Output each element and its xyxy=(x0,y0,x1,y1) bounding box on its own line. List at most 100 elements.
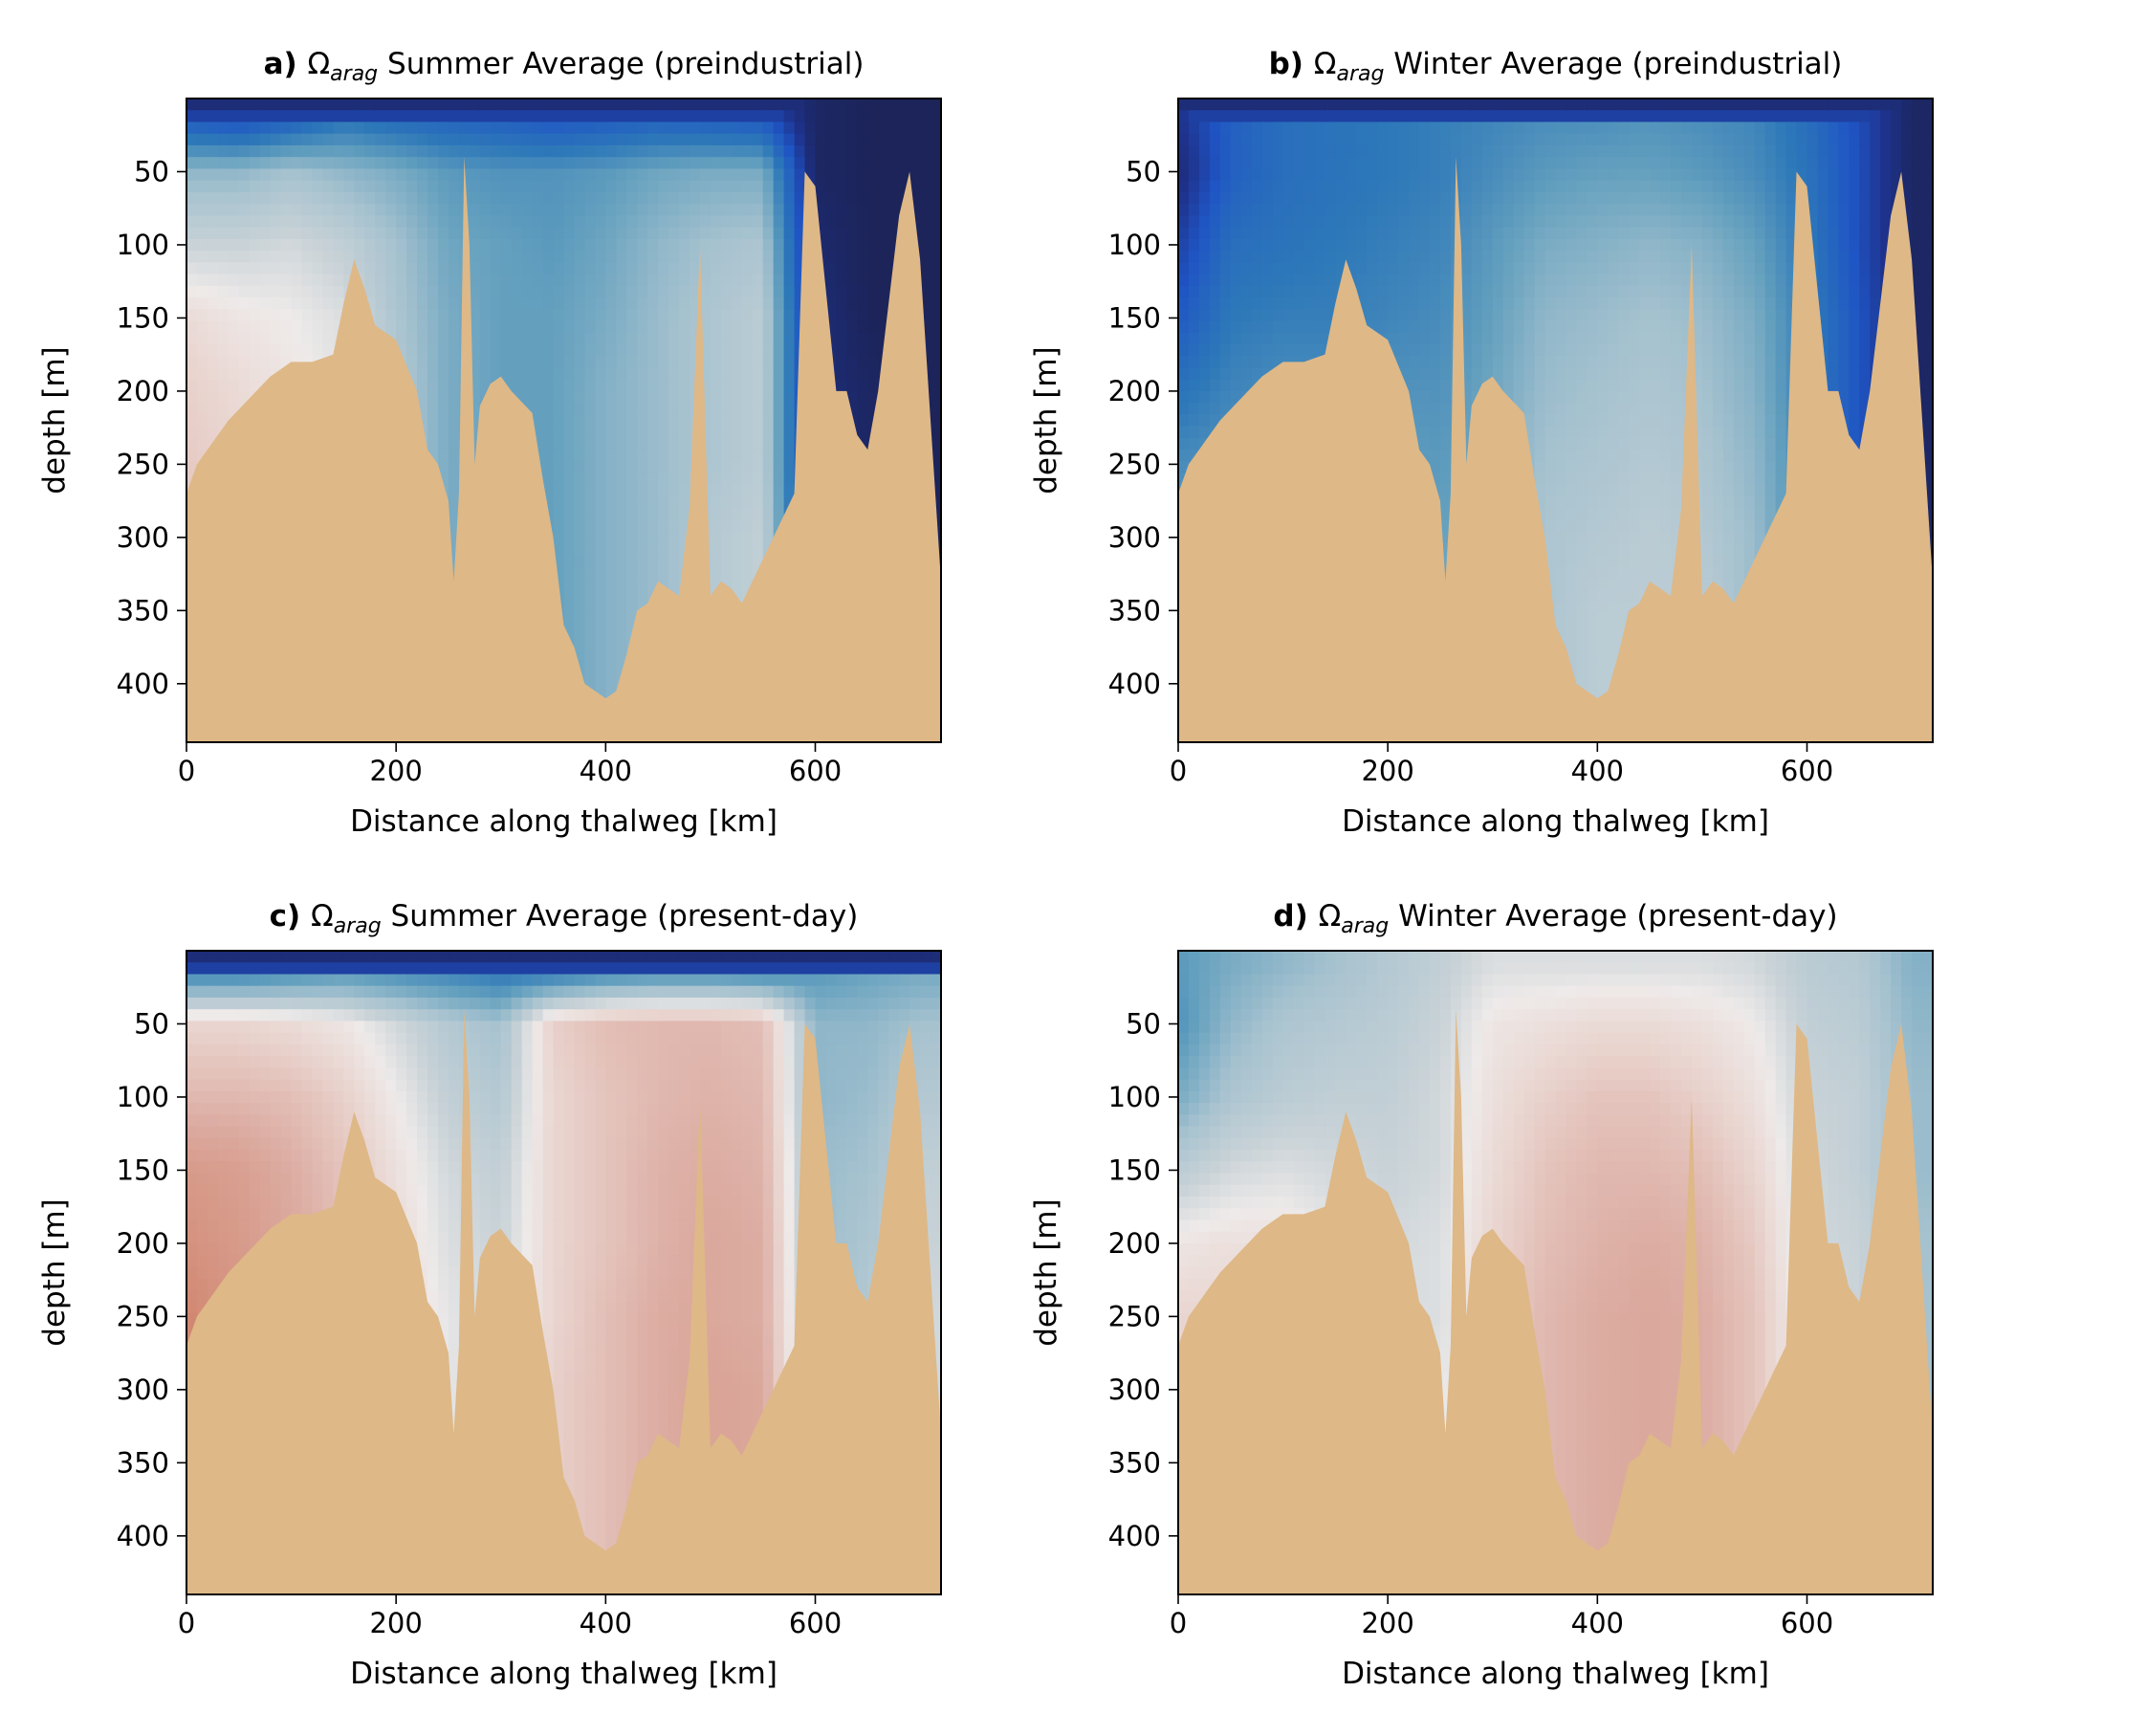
heatmap-cell xyxy=(721,262,733,275)
heatmap-cell xyxy=(406,110,418,122)
heatmap-cell xyxy=(1367,192,1378,205)
heatmap-cell xyxy=(313,297,324,310)
heatmap-cell xyxy=(564,275,576,287)
heatmap-cell xyxy=(763,181,775,193)
heatmap-cell xyxy=(1199,134,1211,146)
heatmap-cell xyxy=(512,192,523,205)
heatmap-cell xyxy=(637,485,648,497)
heatmap-cell xyxy=(1283,121,1295,134)
heatmap-cell xyxy=(774,473,785,486)
heatmap-cell xyxy=(595,403,606,415)
heatmap-cell xyxy=(753,262,764,275)
heatmap-cell xyxy=(512,168,523,181)
heatmap-cell xyxy=(878,145,889,158)
heatmap-cell xyxy=(197,286,208,298)
heatmap-cell xyxy=(250,367,261,380)
heatmap-cell xyxy=(522,204,534,216)
heatmap-cell xyxy=(1304,215,1316,228)
heatmap-cell xyxy=(605,99,617,111)
heatmap-cell xyxy=(427,228,439,240)
heatmap-cell xyxy=(197,391,208,404)
heatmap-cell xyxy=(637,461,648,473)
heatmap-cell xyxy=(554,356,565,368)
heatmap-cell xyxy=(229,239,240,252)
heatmap-cell xyxy=(417,99,428,111)
heatmap-cell xyxy=(427,356,439,368)
heatmap-cell xyxy=(427,168,439,181)
heatmap-cell xyxy=(271,297,282,310)
heatmap-cell xyxy=(343,145,355,158)
heatmap-cell xyxy=(605,262,617,275)
heatmap-cell xyxy=(417,262,428,275)
heatmap-cell xyxy=(774,110,785,122)
heatmap-cell xyxy=(322,121,334,134)
heatmap-cell xyxy=(774,168,785,181)
y-tick-label: 300 xyxy=(117,521,169,554)
heatmap-cell xyxy=(186,110,198,122)
heatmap-cell xyxy=(292,121,303,134)
heatmap-cell xyxy=(1304,192,1316,205)
heatmap-cell xyxy=(186,121,198,134)
heatmap-cell xyxy=(1178,367,1190,380)
heatmap-cell xyxy=(899,134,910,146)
heatmap-cell xyxy=(322,297,334,310)
heatmap-cell xyxy=(574,367,585,380)
heatmap-cell xyxy=(229,99,240,111)
heatmap-cell xyxy=(784,473,796,486)
heatmap-cell xyxy=(616,99,627,111)
heatmap-cell xyxy=(491,204,502,216)
heatmap-cell xyxy=(239,333,251,345)
heatmap-cell xyxy=(271,99,282,111)
heatmap-cell xyxy=(1367,204,1378,216)
heatmap-cell xyxy=(836,215,847,228)
heatmap-cell xyxy=(480,168,492,181)
heatmap-cell xyxy=(679,239,690,252)
heatmap-cell xyxy=(878,157,889,169)
heatmap-cell xyxy=(449,380,460,392)
heatmap-cell xyxy=(1304,99,1316,111)
heatmap-cell xyxy=(396,110,407,122)
heatmap-cell xyxy=(753,228,764,240)
heatmap-cell xyxy=(229,391,240,404)
heatmap-cell xyxy=(1283,110,1295,122)
heatmap-cell xyxy=(396,121,407,134)
heatmap-cell xyxy=(470,215,481,228)
heatmap-cell xyxy=(690,121,701,134)
heatmap-cell xyxy=(375,215,386,228)
heatmap-cell xyxy=(564,496,576,509)
heatmap-cell xyxy=(438,275,449,287)
heatmap-cell xyxy=(647,566,659,579)
heatmap-cell xyxy=(271,356,282,368)
heatmap-cell xyxy=(825,110,837,122)
heatmap-cell xyxy=(313,239,324,252)
heatmap-cell xyxy=(679,134,690,146)
heatmap-cell xyxy=(449,99,460,111)
heatmap-cell xyxy=(846,320,858,333)
heatmap-cell xyxy=(668,286,680,298)
heatmap-cell xyxy=(784,485,796,497)
heatmap-cell xyxy=(931,367,942,380)
heatmap-cell xyxy=(721,414,733,427)
heatmap-cell xyxy=(1325,145,1336,158)
heatmap-cell xyxy=(554,192,565,205)
heatmap-cell xyxy=(658,275,669,287)
heatmap-cell xyxy=(711,356,722,368)
heatmap-cell xyxy=(1262,239,1274,252)
heatmap-cell xyxy=(753,239,764,252)
heatmap-cell xyxy=(647,380,659,392)
heatmap-cell xyxy=(721,532,733,544)
heatmap-cell xyxy=(470,286,481,298)
heatmap-cell xyxy=(1294,168,1305,181)
heatmap-cell xyxy=(825,192,837,205)
heatmap-cell xyxy=(700,110,712,122)
heatmap-cell xyxy=(857,134,868,146)
heatmap-cell xyxy=(668,367,680,380)
heatmap-cell xyxy=(763,309,775,321)
heatmap-cell xyxy=(1356,215,1368,228)
heatmap-cell xyxy=(679,275,690,287)
heatmap-cell xyxy=(1252,204,1263,216)
heatmap-cell xyxy=(616,555,627,567)
heatmap-cell xyxy=(574,508,585,520)
heatmap-cell xyxy=(816,157,827,169)
heatmap-cell xyxy=(774,320,785,333)
